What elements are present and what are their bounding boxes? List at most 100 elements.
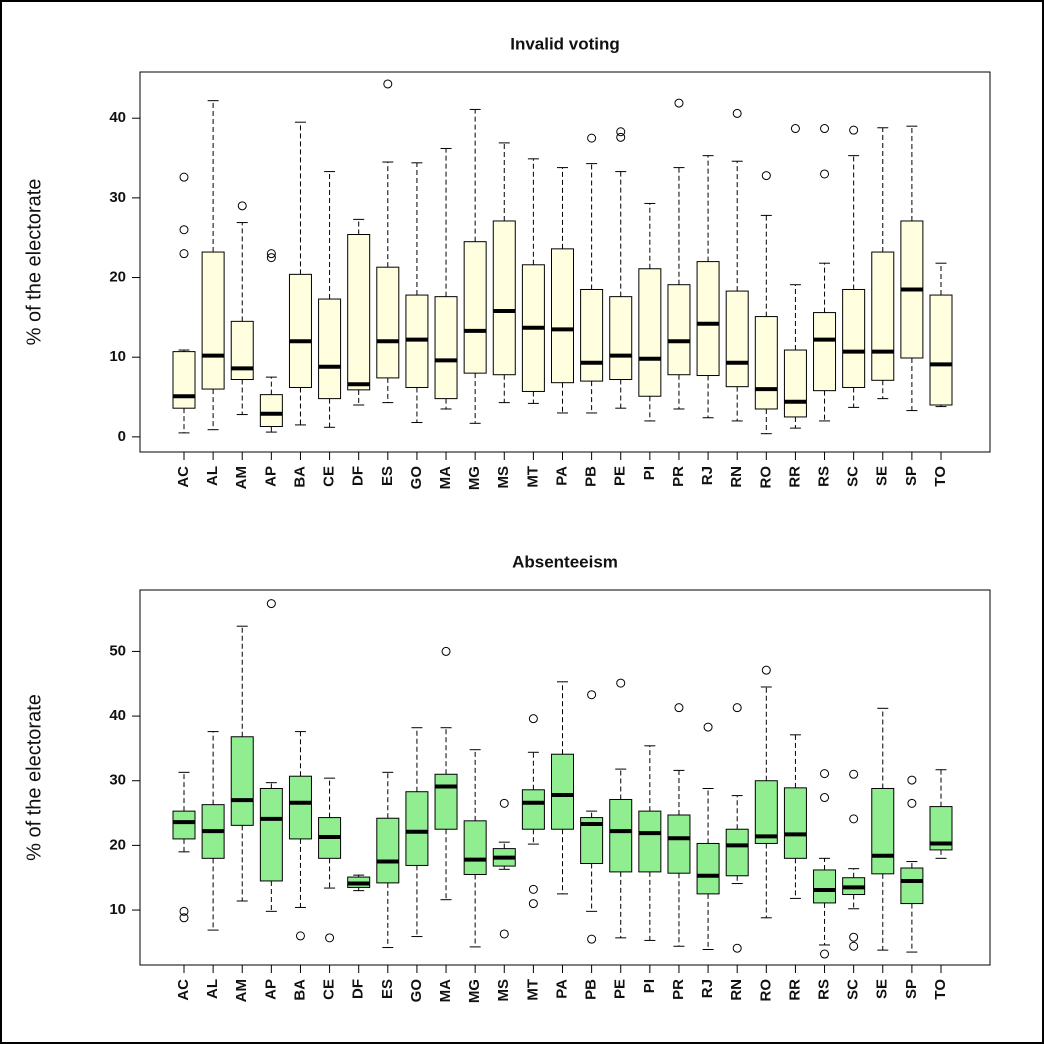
box [900,867,924,905]
box [172,810,196,840]
box [463,241,487,374]
outlier [587,934,597,944]
outlier [616,678,626,688]
y-tick-label: 30 [109,189,126,206]
outlier [499,798,509,808]
box [318,298,342,400]
outlier [820,124,830,134]
x-tick-label: AM [233,466,250,489]
box [434,773,458,830]
y-axis-label: % of the electorate [23,179,45,346]
outlier [849,941,859,951]
x-tick-label: GO [408,979,425,1003]
outlier [179,225,189,235]
x-tick-label: AM [233,979,250,1002]
outlier [179,906,189,916]
outlier [849,125,859,135]
x-tick-label: AL [204,979,221,999]
outlier [732,703,742,713]
box [580,288,604,382]
x-tick-label: MS [495,979,512,1002]
outlier [179,172,189,182]
x-tick-label: RN [728,979,745,1001]
y-tick-label: 20 [109,836,126,853]
box [347,234,371,391]
x-tick-label: AC [175,979,192,1001]
x-tick-label: PR [670,466,687,487]
y-tick-label: 20 [109,269,126,286]
x-tick-label: PB [583,466,600,487]
box [288,273,312,388]
x-tick-label: RR [786,979,803,1001]
x-tick-label: AP [262,466,279,487]
outlier [179,913,189,923]
outlier [849,769,859,779]
x-tick-label: PI [641,979,658,993]
box [754,316,778,410]
outlier [179,249,189,259]
y-tick-label: 40 [109,707,126,724]
outlier [383,79,393,89]
outlier [587,133,597,143]
box [580,817,604,864]
box [929,806,953,851]
plot-frame [139,589,991,966]
y-tick-label: 10 [109,348,126,365]
box [754,780,778,844]
x-tick-label: ES [379,979,396,999]
box [434,296,458,400]
outlier [820,769,830,779]
x-tick-label: RJ [699,466,716,485]
box [609,798,633,873]
outlier [790,124,800,134]
box [172,351,196,409]
x-tick-label: PB [583,979,600,1000]
box [259,787,283,882]
x-tick-label: ES [379,466,396,486]
box [725,290,749,388]
box [725,828,749,877]
x-tick-label: MS [495,466,512,489]
chart-title: Invalid voting [510,34,620,53]
x-tick-label: TO [932,979,949,1000]
outlier [528,899,538,909]
outlier [849,814,859,824]
x-tick-label: RS [816,979,833,1000]
x-tick-label: AC [175,466,192,488]
y-tick-label: 30 [109,772,126,789]
x-tick-label: TO [932,466,949,487]
x-tick-label: DF [350,466,367,486]
x-tick-label: BA [291,979,308,1001]
outlier [703,722,713,732]
outlier [732,108,742,118]
x-tick-label: MG [466,466,483,490]
x-tick-label: PE [612,466,629,486]
y-tick-label: 0 [118,428,126,445]
box [230,736,254,826]
plot-frame [139,71,991,453]
x-tick-label: RR [786,466,803,488]
x-tick-label: RJ [699,979,716,998]
outlier [266,249,276,259]
x-tick-label: PA [553,466,570,486]
box [259,394,283,428]
x-tick-label: BA [291,466,308,488]
x-tick-label: RS [816,466,833,487]
box [492,220,516,376]
outlier [528,714,538,724]
box [696,842,720,895]
outlier [266,253,276,263]
box [609,296,633,381]
outlier [616,132,626,142]
box [871,251,895,381]
x-tick-label: MA [437,466,454,489]
x-tick-label: SC [845,466,862,487]
x-tick-label: DF [350,979,367,999]
outlier [616,127,626,137]
x-tick-label: RO [757,466,774,489]
box [842,288,866,388]
box [929,294,953,406]
chart-title: Absenteeism [512,552,618,571]
